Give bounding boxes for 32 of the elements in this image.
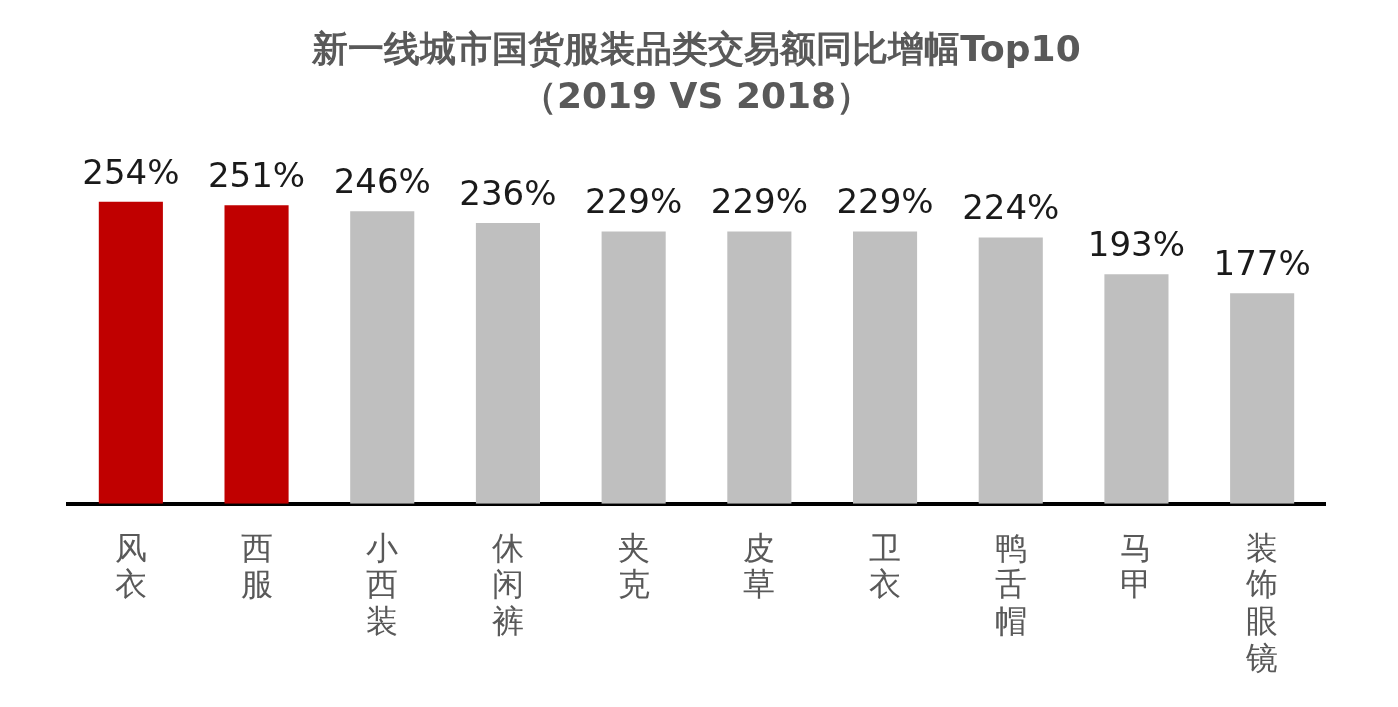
x-tick-label: 休闲裤	[491, 528, 524, 641]
x-tick-label: 装饰眼镜	[1245, 528, 1279, 677]
data-label: 229%	[710, 181, 808, 222]
bar	[978, 237, 1043, 504]
bar	[475, 223, 540, 504]
data-label: 193%	[1087, 224, 1186, 265]
x-tick-label: 鸭舌帽	[994, 528, 1027, 641]
bar	[224, 205, 289, 504]
data-label: 246%	[333, 161, 431, 202]
bar	[1104, 274, 1169, 504]
data-label: 254%	[82, 151, 180, 192]
data-label: 236%	[459, 172, 557, 213]
data-label: 224%	[962, 187, 1060, 228]
chart-subtitle: （2019 VS 2018）	[520, 75, 873, 117]
x-tick-label: 风衣	[114, 528, 147, 604]
data-label: 229%	[585, 181, 683, 222]
bar	[1230, 293, 1295, 504]
data-label: 251%	[207, 155, 306, 196]
x-tick-label: 皮草	[743, 528, 776, 604]
bar	[350, 211, 415, 504]
data-label: 177%	[1213, 243, 1311, 284]
x-tick-label: 马甲	[1120, 528, 1153, 604]
bar	[853, 231, 918, 504]
bar	[98, 201, 163, 504]
data-label: 229%	[836, 181, 934, 222]
x-tick-label: 夹克	[617, 528, 650, 604]
bar	[727, 231, 792, 504]
chart-title: 新一线城市国货服装品类交易额同比增幅Top10	[311, 27, 1081, 69]
x-tick-label: 卫衣	[869, 528, 902, 604]
bar	[601, 231, 666, 504]
x-tick-label: 西服	[240, 528, 273, 604]
x-tick-label: 小西装	[366, 528, 399, 641]
